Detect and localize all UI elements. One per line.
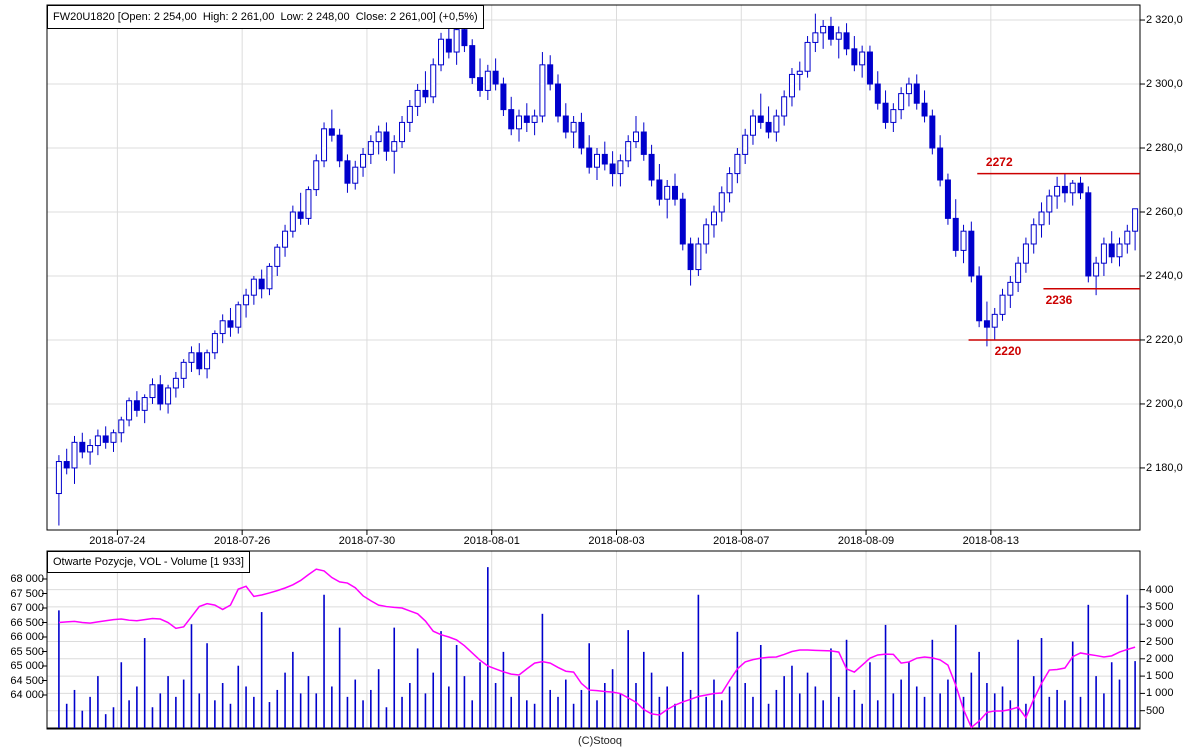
date-axis-label: 2018-08-09: [837, 535, 895, 547]
price-axis-label: 2 200,0: [1146, 397, 1183, 410]
volume-axis-label: 2 500: [1146, 635, 1174, 648]
open-interest-axis-label: 67 500: [10, 587, 44, 600]
open-interest-axis-label: 64 000: [10, 689, 44, 701]
price-axis-label: 2 220,0: [1146, 333, 1183, 346]
date-axis-label: 2018-07-30: [338, 535, 396, 547]
support-resistance-label: 2272: [985, 154, 1013, 169]
volume-axis-label: 4 000: [1146, 583, 1174, 596]
volume-axis-label: 2 000: [1146, 652, 1174, 665]
price-axis-label: 2 240,0: [1146, 269, 1183, 282]
volume-axis-label: 3 500: [1146, 600, 1174, 613]
price-axis-label: 2 260,0: [1146, 205, 1183, 218]
date-axis-label: 2018-08-07: [713, 535, 770, 547]
price-axis-label: 2 320,0: [1146, 14, 1183, 27]
volume-axis-label: 3 000: [1146, 618, 1174, 631]
date-axis-label: 2018-08-13: [962, 535, 1019, 547]
open-interest-axis-label: 66 500: [10, 616, 44, 629]
price-axis-label: 2 280,0: [1146, 142, 1183, 154]
open-interest-axis-label: 68 000: [10, 573, 44, 585]
date-axis-label: 2018-07-26: [214, 535, 271, 547]
open-interest-axis-label: 66 000: [10, 631, 44, 643]
open-interest-axis-label: 65 000: [10, 660, 44, 672]
volume-axis-label: 1 500: [1146, 670, 1174, 683]
volume-axis-label: 500: [1146, 704, 1165, 717]
support-resistance-label: 2220: [994, 343, 1022, 358]
price-axis-label: 2 180,0: [1146, 461, 1183, 474]
volume-axis-label: 1 000: [1146, 687, 1174, 700]
open-interest-axis-label: 65 500: [10, 645, 44, 658]
support-resistance-label: 2236: [1045, 292, 1073, 307]
date-axis-label: 2018-08-01: [463, 535, 520, 547]
date-axis-label: 2018-07-24: [89, 535, 146, 547]
date-axis-label: 2018-08-03: [588, 535, 645, 547]
price-axis-label: 2 300,0: [1146, 78, 1183, 91]
main-chart-title: FW20U1820 [Open: 2 254,00 High: 2 261,00…: [47, 5, 484, 29]
open-interest-axis-label: 67 000: [10, 602, 44, 614]
credit-text: (C)Stooq: [577, 735, 623, 747]
open-interest-axis-label: 64 500: [10, 674, 44, 687]
volume-panel-title: Otwarte Pozycje, VOL - Volume [1 933]: [47, 551, 250, 573]
